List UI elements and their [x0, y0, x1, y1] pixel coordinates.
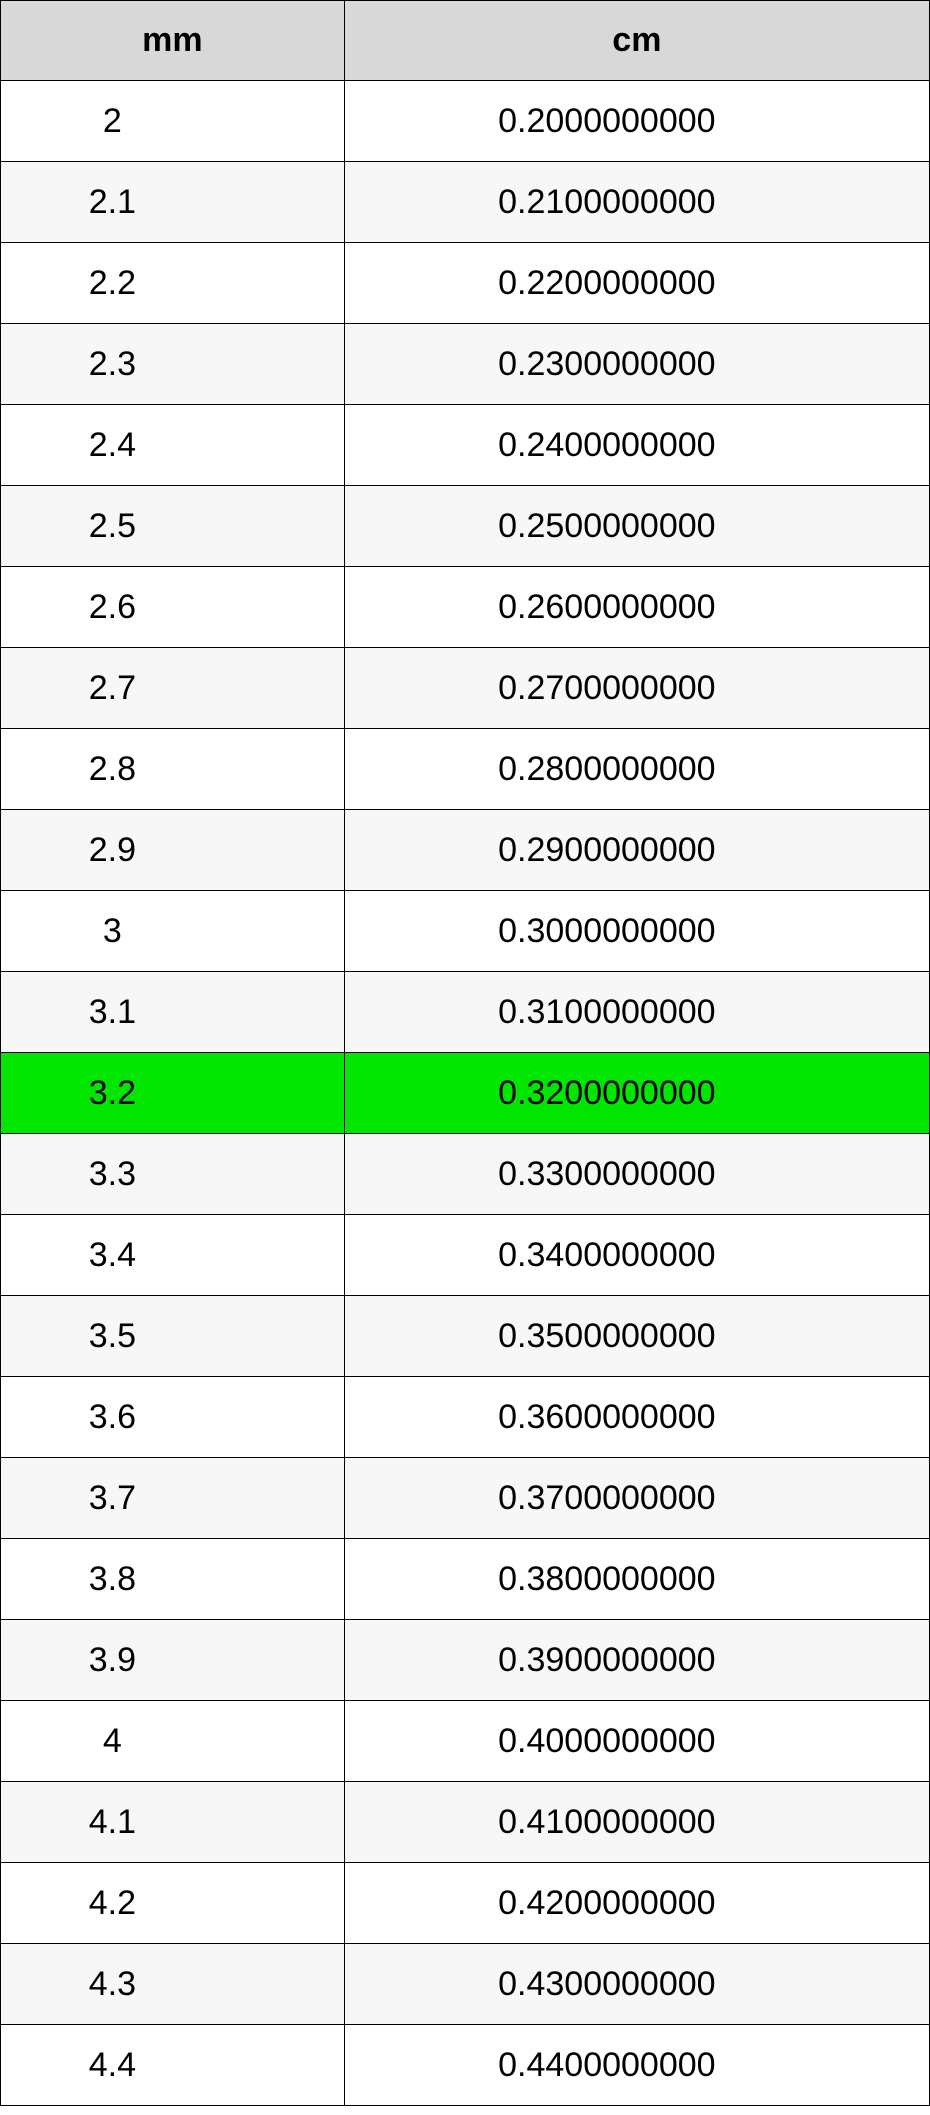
cm-cell: 0.4300000000 [344, 1944, 929, 2025]
cm-cell: 0.3600000000 [344, 1377, 929, 1458]
mm-cell: 3.3 [1, 1134, 345, 1215]
mm-cell: 4 [1, 1701, 345, 1782]
mm-cell: 3.5 [1, 1296, 345, 1377]
table-row: 3.50.3500000000 [1, 1296, 930, 1377]
table-row: 30.3000000000 [1, 891, 930, 972]
table-row: 3.30.3300000000 [1, 1134, 930, 1215]
table-row: 2.40.2400000000 [1, 405, 930, 486]
cm-cell: 0.2000000000 [344, 81, 929, 162]
cm-cell: 0.3700000000 [344, 1458, 929, 1539]
cm-cell: 0.2100000000 [344, 162, 929, 243]
table-row: 2.80.2800000000 [1, 729, 930, 810]
cm-cell: 0.4400000000 [344, 2025, 929, 2106]
mm-cell: 4.4 [1, 2025, 345, 2106]
column-header-cm: cm [344, 1, 929, 81]
table-row: 2.50.2500000000 [1, 486, 930, 567]
mm-cell: 3 [1, 891, 345, 972]
table-body: 20.20000000002.10.21000000002.20.2200000… [1, 81, 930, 2106]
cm-cell: 0.3800000000 [344, 1539, 929, 1620]
cm-cell: 0.2200000000 [344, 243, 929, 324]
cm-cell: 0.2400000000 [344, 405, 929, 486]
cm-cell: 0.4100000000 [344, 1782, 929, 1863]
table-row: 3.40.3400000000 [1, 1215, 930, 1296]
cm-cell: 0.3000000000 [344, 891, 929, 972]
column-header-mm: mm [1, 1, 345, 81]
table-row: 2.30.2300000000 [1, 324, 930, 405]
mm-cell: 4.1 [1, 1782, 345, 1863]
mm-cell: 4.3 [1, 1944, 345, 2025]
cm-cell: 0.4000000000 [344, 1701, 929, 1782]
mm-cell: 4.2 [1, 1863, 345, 1944]
table-row: 3.90.3900000000 [1, 1620, 930, 1701]
table-row: 4.30.4300000000 [1, 1944, 930, 2025]
table-row: 3.20.3200000000 [1, 1053, 930, 1134]
cm-cell: 0.2500000000 [344, 486, 929, 567]
mm-cell: 3.9 [1, 1620, 345, 1701]
conversion-table: mm cm 20.20000000002.10.21000000002.20.2… [0, 0, 930, 2106]
cm-cell: 0.3100000000 [344, 972, 929, 1053]
cm-cell: 0.3400000000 [344, 1215, 929, 1296]
table-header-row: mm cm [1, 1, 930, 81]
cm-cell: 0.2600000000 [344, 567, 929, 648]
mm-cell: 2.9 [1, 810, 345, 891]
mm-cell: 2.5 [1, 486, 345, 567]
cm-cell: 0.3500000000 [344, 1296, 929, 1377]
table-row: 4.40.4400000000 [1, 2025, 930, 2106]
cm-cell: 0.2700000000 [344, 648, 929, 729]
table-row: 3.60.3600000000 [1, 1377, 930, 1458]
table-row: 2.90.2900000000 [1, 810, 930, 891]
table-row: 3.80.3800000000 [1, 1539, 930, 1620]
table-row: 20.2000000000 [1, 81, 930, 162]
table-row: 2.20.2200000000 [1, 243, 930, 324]
mm-cell: 3.4 [1, 1215, 345, 1296]
mm-cell: 3.7 [1, 1458, 345, 1539]
mm-cell: 2.2 [1, 243, 345, 324]
cm-cell: 0.2900000000 [344, 810, 929, 891]
table-row: 40.4000000000 [1, 1701, 930, 1782]
cm-cell: 0.2800000000 [344, 729, 929, 810]
mm-cell: 3.6 [1, 1377, 345, 1458]
cm-cell: 0.3200000000 [344, 1053, 929, 1134]
mm-cell: 2.1 [1, 162, 345, 243]
mm-cell: 3.1 [1, 972, 345, 1053]
mm-cell: 3.8 [1, 1539, 345, 1620]
table-row: 4.20.4200000000 [1, 1863, 930, 1944]
cm-cell: 0.3900000000 [344, 1620, 929, 1701]
mm-cell: 2.7 [1, 648, 345, 729]
table-row: 3.10.3100000000 [1, 972, 930, 1053]
mm-cell: 2 [1, 81, 345, 162]
mm-cell: 2.4 [1, 405, 345, 486]
table-row: 4.10.4100000000 [1, 1782, 930, 1863]
mm-cell: 2.6 [1, 567, 345, 648]
cm-cell: 0.4200000000 [344, 1863, 929, 1944]
table-row: 2.70.2700000000 [1, 648, 930, 729]
table-row: 2.10.2100000000 [1, 162, 930, 243]
mm-cell: 3.2 [1, 1053, 345, 1134]
cm-cell: 0.3300000000 [344, 1134, 929, 1215]
cm-cell: 0.2300000000 [344, 324, 929, 405]
mm-cell: 2.8 [1, 729, 345, 810]
table-row: 3.70.3700000000 [1, 1458, 930, 1539]
table-row: 2.60.2600000000 [1, 567, 930, 648]
mm-cell: 2.3 [1, 324, 345, 405]
